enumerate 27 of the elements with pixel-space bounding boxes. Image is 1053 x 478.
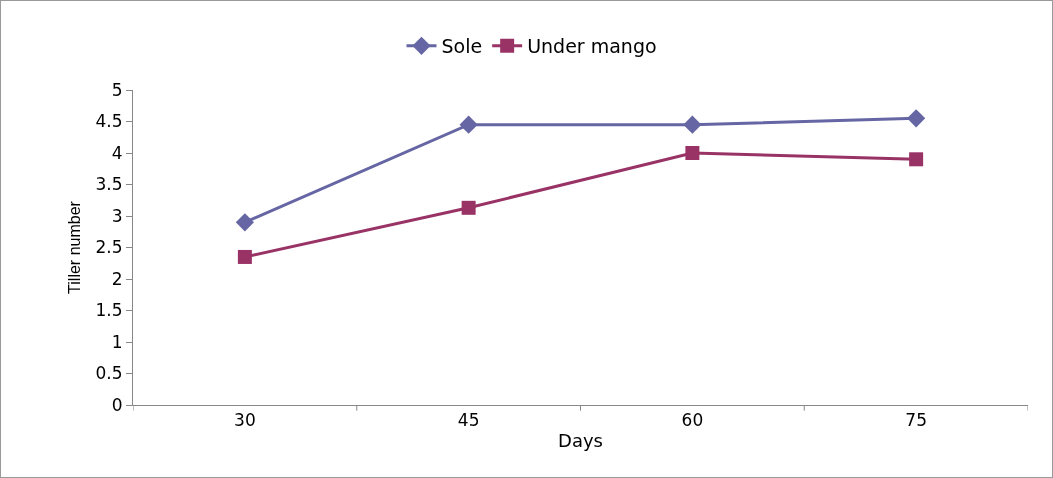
y-tick-label: 2.5 [95,237,123,258]
y-axis-title: Tiller number [66,200,84,294]
y-tick-label: 3.5 [95,174,123,195]
point [909,152,924,167]
y-tick-label: 0 [111,394,123,415]
point [685,146,700,160]
point [237,249,252,264]
y-tick-label: 1.5 [95,300,123,321]
y-tick-label: 3 [111,205,123,226]
point [683,115,702,134]
legend-label: Under mango [527,35,657,58]
x-tick-label: 45 [457,410,480,431]
y-tick-label: 4.5 [95,111,123,132]
point [235,213,254,232]
x-tick-label: 60 [681,410,704,431]
x-axis-title: Days [558,429,603,451]
y-tick-label: 5 [111,79,123,100]
y-tick-label: 0.5 [95,363,123,384]
legend-label: Sole [441,35,483,58]
point [461,200,476,215]
y-tick-label: 1 [111,331,123,352]
x-tick-label: 75 [905,410,927,431]
point [907,109,926,128]
point [459,115,478,134]
x-tick-label: 30 [234,410,256,431]
y-tick-label: 2 [111,268,123,289]
y-tick-label: 4 [111,142,123,163]
